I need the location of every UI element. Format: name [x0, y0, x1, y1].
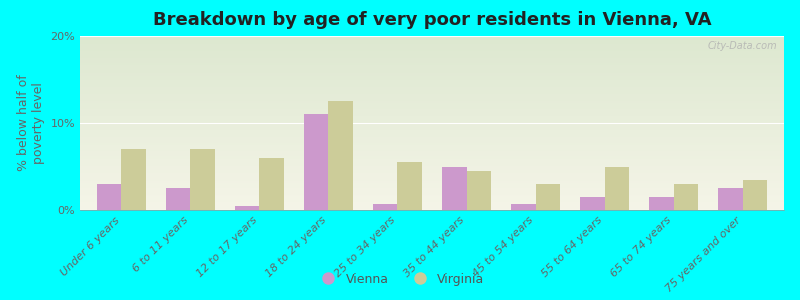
- Bar: [259, 158, 284, 210]
- Bar: [580, 197, 605, 210]
- Bar: [190, 149, 214, 210]
- Bar: [535, 184, 560, 210]
- Legend: Vienna, Virginia: Vienna, Virginia: [310, 268, 490, 291]
- Bar: [98, 184, 122, 210]
- Title: Breakdown by age of very poor residents in Vienna, VA: Breakdown by age of very poor residents …: [153, 11, 711, 29]
- Bar: [398, 162, 422, 210]
- Bar: [329, 101, 353, 210]
- Bar: [442, 167, 466, 210]
- Bar: [235, 206, 259, 210]
- Text: City-Data.com: City-Data.com: [707, 41, 777, 51]
- Bar: [166, 188, 190, 210]
- Bar: [605, 167, 629, 210]
- Bar: [742, 179, 766, 210]
- Y-axis label: % below half of
poverty level: % below half of poverty level: [17, 75, 45, 171]
- Bar: [674, 184, 698, 210]
- Bar: [511, 204, 535, 210]
- Bar: [466, 171, 490, 210]
- Bar: [122, 149, 146, 210]
- Bar: [718, 188, 742, 210]
- Bar: [374, 204, 398, 210]
- Bar: [650, 197, 674, 210]
- Bar: [304, 114, 329, 210]
